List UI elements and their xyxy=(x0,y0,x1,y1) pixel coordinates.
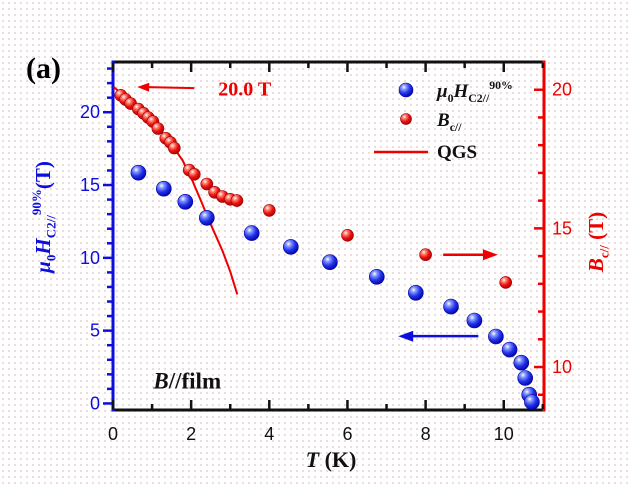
left-axis-title: μ0HC2//90%(T) xyxy=(29,161,58,274)
left-tick-label: 15 xyxy=(80,175,100,195)
left-tick-label: 20 xyxy=(80,102,100,122)
data-series xyxy=(113,86,540,410)
x-tick-label: 4 xyxy=(264,424,274,444)
data-point-Bc-parallel xyxy=(200,177,214,191)
data-point-Bc-parallel xyxy=(341,229,354,242)
x-tick-label: 8 xyxy=(421,424,431,444)
legend-marker-blue-sphere xyxy=(398,82,414,98)
data-point-mu0-Hc2-parallel-90pct xyxy=(130,164,147,181)
data-point-Bc-parallel xyxy=(168,141,181,155)
left-tick-label: 0 xyxy=(90,393,100,413)
legend: μ0HC2//90% Bc// QGS xyxy=(374,78,513,163)
data-point-mu0-Hc2-parallel-90pct xyxy=(407,284,424,301)
field-callout-text: 20.0 T xyxy=(218,79,272,101)
condition-label: B//film xyxy=(152,369,221,394)
data-point-mu0-Hc2-parallel-90pct xyxy=(243,225,260,241)
data-point-mu0-Hc2-parallel-90pct xyxy=(513,354,530,371)
data-point-Bc-parallel xyxy=(262,204,276,217)
data-point-Bc-parallel xyxy=(230,194,244,207)
data-point-Bc-parallel xyxy=(499,276,513,289)
panel-label: (a) xyxy=(26,52,61,85)
data-point-mu0-Hc2-parallel-90pct xyxy=(443,298,459,315)
data-point-mu0-Hc2-parallel-90pct xyxy=(524,394,540,410)
legend-label: Bc// xyxy=(436,110,462,134)
legend-marker-red-sphere xyxy=(400,113,412,125)
legend-label: QGS xyxy=(437,142,477,163)
axis-ticks xyxy=(103,63,545,409)
right-tick-label: 15 xyxy=(552,218,572,238)
data-point-mu0-Hc2-parallel-90pct xyxy=(177,194,194,210)
legend-label: μ0HC2//90% xyxy=(436,78,513,105)
left-tick-label: 10 xyxy=(80,248,100,268)
data-point-mu0-Hc2-parallel-90pct xyxy=(156,180,172,197)
data-point-mu0-Hc2-parallel-90pct xyxy=(322,254,338,271)
data-point-Bc-parallel xyxy=(188,168,201,181)
data-point-mu0-Hc2-parallel-90pct xyxy=(282,239,299,255)
data-point-Bc-parallel xyxy=(419,248,432,261)
plot-frame xyxy=(111,60,546,412)
data-point-mu0-Hc2-parallel-90pct xyxy=(517,370,534,386)
x-axis-title: T (K) xyxy=(306,447,357,472)
data-point-mu0-Hc2-parallel-90pct xyxy=(501,341,518,358)
x-tick-label: 0 xyxy=(108,424,118,444)
data-point-mu0-Hc2-parallel-90pct xyxy=(368,268,385,285)
data-point-mu0-Hc2-parallel-90pct xyxy=(199,210,215,226)
x-tick-label: 6 xyxy=(342,424,352,444)
tick-labels: 0 2 4 6 8 10 0 5 10 15 20 10 15 20 xyxy=(80,80,572,444)
data-point-mu0-Hc2-parallel-90pct xyxy=(466,312,483,329)
right-axis-title: Bc// (T) xyxy=(584,212,612,273)
x-tick-label: 2 xyxy=(186,424,196,444)
right-tick-label: 20 xyxy=(552,80,572,100)
data-point-mu0-Hc2-parallel-90pct xyxy=(488,328,504,345)
x-tick-label: 10 xyxy=(494,424,514,444)
annotations: 20.0 T B//film xyxy=(137,79,498,394)
data-point-Bc-parallel xyxy=(151,122,165,135)
right-tick-label: 10 xyxy=(552,357,572,377)
left-tick-label: 5 xyxy=(90,321,100,341)
